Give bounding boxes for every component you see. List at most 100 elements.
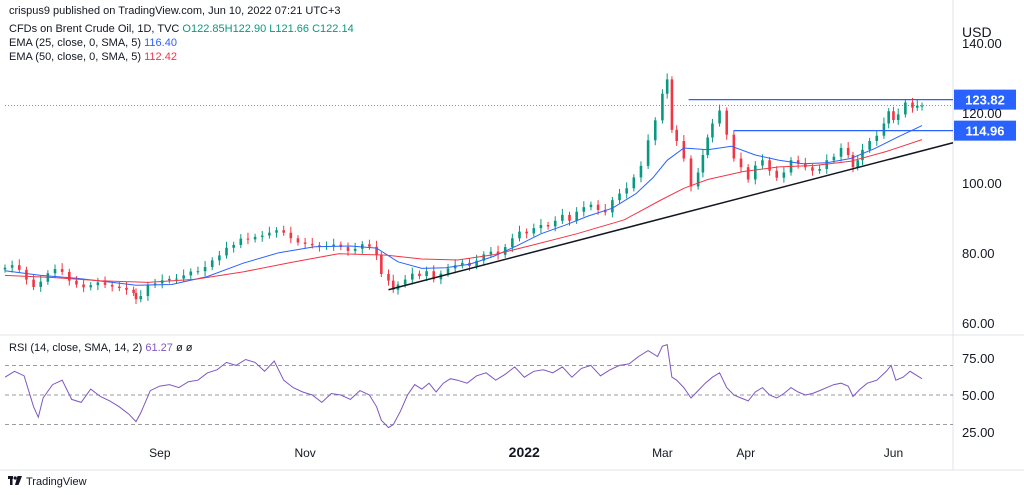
candle-body	[60, 269, 64, 272]
price-tick-label: 140.00	[962, 36, 1002, 51]
candle-body	[653, 120, 657, 141]
ema25-legend[interactable]: EMA (25, close, 0, SMA, 5) 116.40	[9, 37, 177, 49]
candle-body	[282, 230, 285, 233]
candle-body	[915, 105, 919, 108]
level-badge-114.96	[954, 120, 1016, 141]
candle-body	[32, 279, 35, 287]
candle-body	[525, 231, 528, 234]
ema25-line	[4, 125, 923, 286]
footer-brand: TradingView	[26, 476, 87, 488]
symbol-legend[interactable]: CFDs on Brent Crude Oil, 1D, TVC O122.85…	[9, 23, 354, 35]
rsi-legend[interactable]: RSI (14, close, SMA, 14, 2) 61.27 ø ø	[9, 342, 192, 354]
candle-body	[289, 232, 293, 239]
candle-body	[134, 292, 138, 300]
candle-body	[796, 160, 800, 164]
candle-body	[125, 288, 128, 290]
candle-body	[346, 247, 350, 251]
candle-body	[68, 271, 71, 281]
candle-body	[368, 244, 371, 247]
candle-body	[539, 225, 543, 229]
candle-body	[203, 267, 207, 272]
candle-body	[603, 209, 607, 213]
candle-body	[110, 284, 114, 287]
price-tick-label: 80.00	[962, 246, 995, 261]
candle-body	[75, 280, 78, 285]
candle-body	[210, 260, 214, 267]
candle-body	[146, 284, 150, 297]
candle-body	[246, 238, 250, 240]
candle-body	[682, 141, 686, 159]
candle-body	[153, 283, 157, 285]
candle-body	[318, 245, 321, 247]
candle-body	[189, 271, 193, 276]
candle-body	[89, 285, 93, 288]
rsi-tick-label: 25.00	[962, 425, 995, 440]
candle-body	[132, 289, 135, 293]
time-tick-label: Jun	[884, 446, 903, 460]
ema50-line	[4, 139, 923, 283]
candle-body	[489, 251, 493, 255]
candle-body	[701, 155, 705, 173]
candle-body	[232, 244, 235, 248]
candle-body	[411, 273, 414, 280]
candle-body	[453, 265, 457, 269]
ema50-value: 112.42	[144, 51, 177, 63]
time-tick-label: Nov	[294, 446, 315, 460]
rsi-label: RSI (14, close, SMA, 14, 2)	[9, 342, 143, 354]
candle-body	[868, 141, 871, 150]
ema50-legend[interactable]: EMA (50, close, 0, SMA, 5) 112.42	[9, 51, 177, 63]
ascending-trendline[interactable]	[388, 142, 954, 291]
time-tick-label: Sep	[149, 446, 171, 460]
candle-body	[391, 280, 395, 290]
candle-body	[832, 156, 836, 161]
candle-body	[225, 247, 228, 256]
candle-body	[39, 281, 43, 287]
footer[interactable]: TradingView	[8, 476, 87, 488]
candle-body	[625, 188, 628, 194]
time-tick-label: Mar	[652, 446, 673, 460]
candle-body	[239, 238, 243, 245]
candle-body	[892, 111, 895, 120]
candle-body	[10, 265, 14, 268]
symbol-name: CFDs on Brent Crude Oil, 1D, TVC	[9, 23, 180, 35]
candle-body	[632, 177, 636, 189]
candle-body	[856, 160, 860, 168]
candle-body	[518, 231, 521, 239]
level-badge-123.82	[954, 89, 1016, 110]
rsi-value: 61.27	[145, 342, 173, 354]
candle-body	[553, 220, 557, 227]
candle-body	[670, 79, 674, 130]
candle-body	[846, 148, 850, 155]
candle-body	[475, 260, 478, 266]
candle-body	[403, 279, 407, 285]
candle-body	[618, 193, 621, 201]
candle-body	[303, 242, 307, 244]
candle-body	[761, 160, 764, 166]
candle-body	[275, 230, 278, 233]
candle-body	[665, 79, 669, 94]
candle-body	[82, 284, 85, 288]
candle-body	[782, 172, 786, 178]
candle-body	[96, 282, 100, 286]
candle-body	[861, 149, 864, 161]
candle-body	[739, 158, 743, 168]
candle-body	[639, 165, 643, 178]
ohlc-high: H122.90	[224, 23, 267, 35]
candle-body	[706, 137, 709, 155]
tradingview-logo-icon	[8, 476, 22, 488]
candle-body	[296, 238, 300, 243]
candle-body	[596, 204, 600, 210]
rsi-tick-label: 50.00	[962, 388, 995, 403]
candle-body	[268, 232, 271, 236]
candle-body	[432, 271, 436, 280]
price-tick-label: 60.00	[962, 316, 995, 331]
candle-body	[139, 296, 143, 300]
candle-body	[332, 244, 336, 246]
candle-body	[611, 200, 614, 213]
candle-body	[561, 214, 564, 221]
ema50-label: EMA (50, close, 0, SMA, 5)	[9, 51, 142, 63]
candle-body	[811, 167, 814, 171]
candle-body	[182, 275, 185, 279]
time-tick-label: 2022	[509, 444, 540, 460]
